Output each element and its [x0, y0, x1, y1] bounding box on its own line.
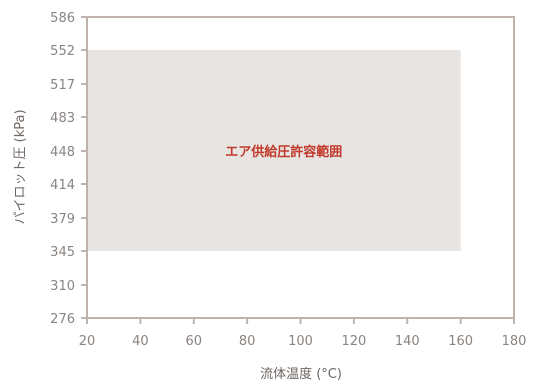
y-axis-title: パイロット圧 (kPa)	[13, 109, 28, 224]
y-tick-label: 379	[50, 212, 75, 227]
region-rect	[87, 50, 461, 252]
x-tick-label: 140	[395, 334, 420, 349]
x-tick-label: 80	[239, 334, 256, 349]
x-tick-label: 180	[502, 334, 527, 349]
x-tick-label: 100	[288, 334, 313, 349]
y-tick-label: 586	[50, 11, 75, 26]
x-tick-label: 60	[185, 334, 202, 349]
y-tick-label: 310	[50, 279, 75, 294]
y-tick-label: 517	[50, 78, 75, 93]
x-axis-title: 流体温度 (°C)	[260, 366, 342, 382]
x-ticks: 20 40 60 80 100 120 140 160 180	[79, 318, 527, 349]
x-tick-label: 160	[448, 334, 473, 349]
y-tick-label: 448	[50, 145, 75, 160]
y-tick-label: 552	[50, 44, 75, 59]
y-tick-label: 483	[50, 111, 75, 126]
y-tick-label: 276	[50, 312, 75, 327]
y-tick-label: 345	[50, 245, 75, 260]
x-tick-label: 40	[132, 334, 149, 349]
region-label: エア供給圧許容範囲	[225, 144, 342, 160]
x-tick-label: 20	[79, 334, 96, 349]
y-ticks: 276 310 345 379 414 448 483 517 552 586	[50, 11, 87, 327]
y-tick-label: 414	[50, 178, 75, 193]
x-tick-label: 120	[341, 334, 366, 349]
regions-layer: エア供給圧許容範囲	[87, 50, 461, 252]
